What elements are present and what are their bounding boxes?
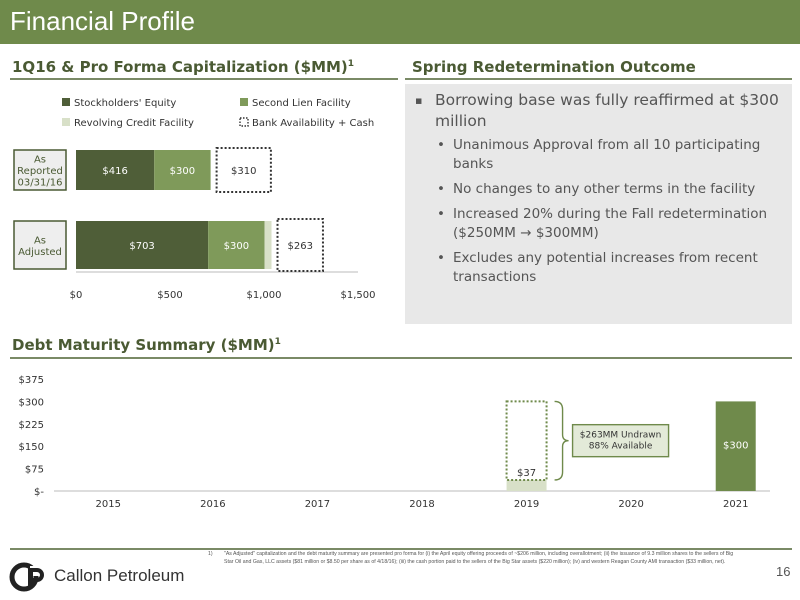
square-bullet-icon: ▪ [415,94,423,107]
bar-value-label: $300 [224,241,249,252]
x-tick-label: 2020 [618,499,643,510]
x-tick-label: 2018 [409,499,434,510]
bar-value-label: $310 [231,166,256,177]
y-tick-label: $225 [19,420,44,431]
bar-segment [215,147,272,193]
bar [715,401,756,491]
dot-bullet-icon: • [437,250,445,266]
capitalization-heading-sup: 1 [347,59,355,69]
bar-value-label: $416 [102,166,127,177]
y-tick-label: $375 [19,375,44,386]
x-tick-label: $1,500 [341,290,376,301]
debt-maturity-heading-sup: 1 [274,337,281,347]
capitalization-chart: Stockholders' Equity Second Lien Facility… [13,98,376,301]
company-name: Callon Petroleum [54,566,185,585]
y-tick-label: $150 [19,442,44,453]
sub-bullet: • Unanimous Approval from all 10 particip… [437,137,761,172]
dot-bullet-icon: • [437,206,445,222]
legend-label: Revolving Credit Facility [74,118,194,129]
x-tick-label: 2019 [514,499,539,510]
sub-bullet-list: • Unanimous Approval from all 10 particip… [437,136,782,293]
bar [506,479,547,491]
debt-maturity-heading-text: Debt Maturity Summary ($MM) [12,336,275,354]
callon-logo-icon [9,562,44,592]
bar-segment [276,218,324,272]
footnote-number: 1) [208,551,213,557]
debt-maturity-rule [10,357,792,359]
legend-swatch [240,98,248,106]
footnote: 1) "As Adjusted" capitalization and the … [208,551,738,566]
dot-bullet-icon: • [437,181,445,197]
main-bullet-text: Borrowing base was fully reaffirmed at $… [435,91,779,130]
bar-segment [264,221,272,269]
title-bar: Financial Profile [0,0,800,44]
bar-segment [208,221,265,269]
redetermination-heading: Spring Redetermination Outcome [412,58,696,76]
undrawn-bracket [554,400,569,481]
bar-value-label: $37 [517,468,536,479]
undrawn-callout-text: 88% Available [589,442,653,452]
bar-segment [154,150,211,190]
legend-label: Stockholders' Equity [74,98,176,109]
legend-swatch [239,117,249,127]
company-logo: Callon Petroleum [8,562,198,592]
x-tick-label: 2015 [96,499,121,510]
legend-swatch [62,98,70,106]
undrawn-capacity-box [505,400,548,481]
page-number: 16 [776,564,791,579]
redetermination-panel: ▪ Borrowing base was fully reaffirmed at… [405,84,792,324]
debt-maturity-heading: Debt Maturity Summary ($MM)1 [12,336,281,354]
debt-maturity-chart: $- $75 $150 $225 $300 $375 2015 2016 2017 2018 201… [19,375,770,510]
category-label: Adjusted [18,247,62,258]
legend-label: Bank Availability + Cash [252,118,374,129]
category-label: As [34,235,46,246]
redetermination-rule [405,78,792,80]
sub-bullet: • Increased 20% during the Fall redetermi… [437,206,768,241]
x-tick-label: $0 [70,290,83,301]
legend-swatch [62,118,70,126]
bar-segment [76,221,209,269]
bar-value-label: $263 [288,241,313,252]
legend-label: Second Lien Facility [252,98,351,109]
y-tick-label: $300 [19,397,44,408]
capitalization-heading-text: 1Q16 & Pro Forma Capitalization ($MM) [12,58,348,76]
y-tick-label: $- [34,487,44,498]
footer-rule [10,548,792,550]
sub-bullet: • Excludes any potential increases from r… [437,250,758,285]
x-tick-label: 2017 [305,499,330,510]
x-tick-label: $1,000 [247,290,282,301]
undrawn-callout-text: $263MM Undrawn [580,431,662,441]
page-title: Financial Profile [10,6,195,36]
main-bullet: ▪ Borrowing base was fully reaffirmed at… [415,90,785,132]
bar-value-label: $703 [129,241,154,252]
bar-value-label: $300 [723,440,748,451]
footnote-text: "As Adjusted" capitalization and the deb… [224,551,734,565]
capitalization-heading: 1Q16 & Pro Forma Capitalization ($MM)1 [12,58,354,76]
dot-bullet-icon: • [437,137,445,153]
category-label: As [34,155,46,166]
y-tick-label: $75 [25,465,44,476]
sub-bullet: • No changes to any other terms in the fa… [437,181,756,197]
x-tick-label: 2021 [723,499,748,510]
undrawn-callout [571,423,670,458]
x-tick-label: 2016 [200,499,225,510]
category-label-box [13,220,67,270]
bar-value-label: $300 [170,166,195,177]
capitalization-rule [10,78,398,80]
category-label-box [13,149,67,191]
x-tick-label: $500 [157,290,182,301]
bar-segment [76,150,155,190]
category-label: Reported [17,166,63,177]
category-label: 03/31/16 [18,178,63,189]
